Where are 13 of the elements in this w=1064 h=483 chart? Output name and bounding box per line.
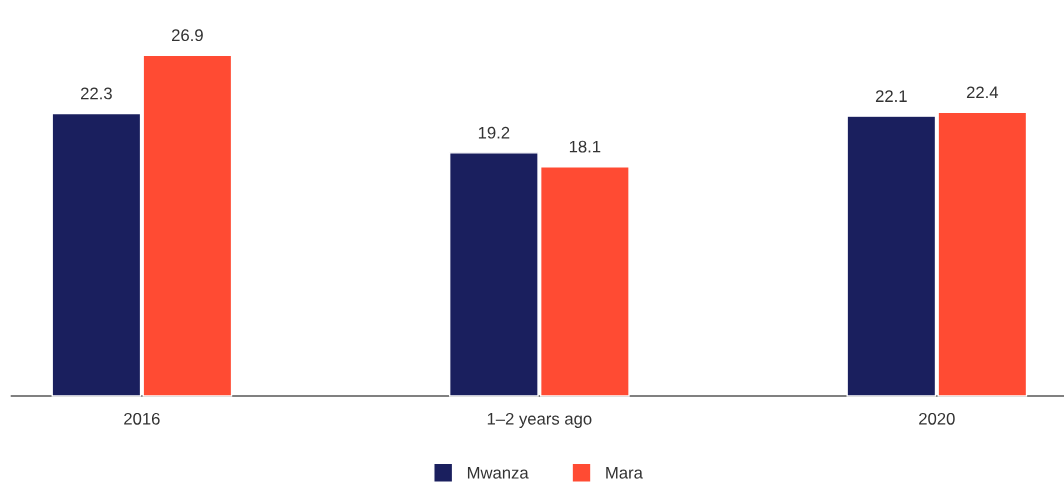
data-label: 26.9 [171, 29, 203, 42]
x-tick-label: 2016 [124, 412, 160, 425]
x-tick-label: 2020 [919, 412, 955, 425]
legend-label: Mara [606, 467, 643, 479]
data-label: 22.3 [81, 87, 112, 100]
data-label: 19.2 [478, 126, 510, 139]
data-label: 22.1 [875, 90, 907, 102]
x-tick-label: 1–2 years ago [487, 412, 592, 428]
data-label: 22.4 [966, 86, 999, 99]
data-label: 18.1 [569, 140, 601, 153]
bar [51, 112, 142, 397]
bar [142, 54, 233, 397]
legend-label: Mwanza [467, 467, 529, 479]
